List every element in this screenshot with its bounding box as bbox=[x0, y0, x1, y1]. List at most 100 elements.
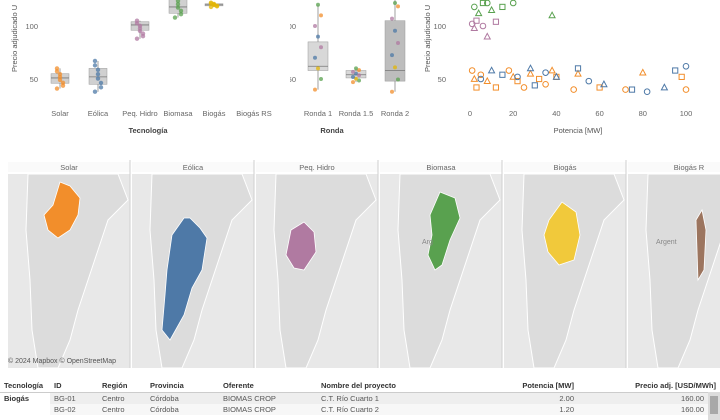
argentina-landmass bbox=[521, 173, 625, 369]
chart2-ytick-50: 50 bbox=[290, 75, 296, 84]
map-place-label: Argent bbox=[656, 239, 677, 246]
chart3-point-triangle bbox=[526, 64, 535, 72]
chart3-point-square bbox=[514, 78, 521, 85]
map-panel: Biogás R bbox=[628, 162, 720, 369]
col-proyecto[interactable]: Nombre del proyecto bbox=[317, 378, 475, 393]
chart1-point bbox=[54, 69, 60, 74]
chart2-point bbox=[313, 87, 317, 92]
chart3-point-circle bbox=[542, 69, 549, 76]
chart2-point bbox=[351, 69, 355, 74]
chart3-point-triangle bbox=[474, 9, 483, 17]
chart1-point bbox=[140, 33, 146, 39]
chart3-point-triangle bbox=[552, 72, 561, 80]
chart3-point-triangle bbox=[548, 11, 556, 19]
chart2-box bbox=[307, 41, 329, 71]
chart2-ytick-100: 100 bbox=[290, 22, 296, 31]
col-oferente[interactable]: Oferente bbox=[219, 378, 317, 393]
chart3-point-circle bbox=[509, 0, 517, 7]
cell-provincia: Córdoba bbox=[146, 392, 219, 404]
col-potencia[interactable]: Potencia [MW] bbox=[475, 378, 578, 393]
map-credit: © 2024 Mapbox © OpenStreetMap bbox=[8, 358, 116, 365]
chart3-xtick: 20 bbox=[509, 109, 517, 118]
map-panel-header bbox=[504, 162, 626, 172]
table-row[interactable]: BG-02 Centro Córdoba BIOMAS CROP C.T. Rí… bbox=[0, 404, 720, 415]
col-tecnologia[interactable]: Tecnología bbox=[0, 378, 50, 393]
chart1-category-label: Biogás RS bbox=[236, 109, 271, 118]
chart2-point bbox=[351, 75, 355, 80]
chart2-point bbox=[319, 45, 323, 50]
map-panel-title: Biomasa bbox=[426, 163, 456, 172]
chart2-point bbox=[313, 55, 317, 60]
chart3-point-square bbox=[499, 71, 506, 78]
chart3-point-circle bbox=[682, 86, 690, 93]
chart3-point-square bbox=[531, 82, 538, 89]
chart3-point-triangle bbox=[483, 32, 492, 40]
chart2-point bbox=[393, 65, 397, 70]
chart3-xtick: 60 bbox=[595, 109, 603, 118]
chart3-point-triangle bbox=[483, 76, 492, 85]
price-by-technology-chart: Precio adjudicado U 100 50 Solar Eólica Pe… bbox=[10, 0, 272, 135]
chart2-point bbox=[357, 73, 361, 78]
chart3-point-circle bbox=[585, 77, 593, 85]
chart1-point bbox=[134, 36, 140, 41]
col-id[interactable]: ID bbox=[50, 378, 98, 393]
chart3-point-square bbox=[536, 75, 543, 83]
cell-oferente: BIOMAS CROP bbox=[219, 392, 317, 404]
chart2-category-label: Ronda 1.5 bbox=[339, 109, 374, 118]
chart1-point bbox=[172, 15, 178, 20]
chart3-point-triangle bbox=[487, 5, 496, 13]
col-provincia[interactable]: Provincia bbox=[146, 378, 219, 393]
chart3-point-square bbox=[492, 18, 500, 25]
chart1-ytick-100: 100 bbox=[25, 22, 38, 31]
map-panel-title: Eólica bbox=[183, 163, 204, 172]
chart3-point-circle bbox=[505, 67, 513, 74]
chart3-point-triangle bbox=[470, 23, 479, 32]
chart3-point-circle bbox=[471, 3, 478, 11]
chart2-point bbox=[351, 80, 355, 85]
chart3-ytick-100: 100 bbox=[433, 22, 446, 31]
projects-table: Tecnología ID Región Provincia Oferente … bbox=[0, 378, 720, 415]
chart3-point-circle bbox=[468, 67, 476, 74]
region-highlight bbox=[161, 217, 208, 341]
chart2-box bbox=[384, 20, 406, 82]
chart2-point bbox=[319, 77, 323, 81]
table-header-row: Tecnología ID Región Provincia Oferente … bbox=[0, 378, 720, 393]
cell-potencia: 2.00 bbox=[475, 392, 578, 404]
chart2-point bbox=[393, 28, 397, 33]
chart1-point bbox=[98, 85, 104, 90]
scrollbar-thumb[interactable] bbox=[710, 396, 718, 414]
map-place-label: Arg bbox=[422, 239, 433, 246]
chart3-point-square bbox=[672, 67, 679, 74]
chart2-point bbox=[357, 68, 361, 73]
map-panel: Solar bbox=[8, 160, 131, 369]
chart1-point bbox=[98, 80, 104, 86]
chart3-point-square bbox=[596, 84, 603, 91]
chart3-point-triangle bbox=[526, 69, 535, 77]
chart1-point bbox=[54, 86, 60, 91]
cell-proyecto: C.T. Río Cuarto 1 bbox=[317, 392, 475, 404]
table-scrollbar[interactable] bbox=[708, 392, 720, 420]
chart3-point-circle bbox=[514, 73, 521, 81]
chart3-point-circle bbox=[520, 84, 528, 91]
col-region[interactable]: Región bbox=[98, 378, 146, 393]
map-panel-title: Biogás bbox=[554, 163, 577, 172]
chart2-category-label: Ronda 2 bbox=[381, 109, 409, 118]
chart1-point bbox=[175, 1, 181, 7]
region-highlight bbox=[543, 201, 581, 266]
chart1-category-label: Biomasa bbox=[163, 109, 193, 118]
cell-precio: 160.00 bbox=[578, 404, 720, 415]
chart3-point-circle bbox=[477, 71, 485, 79]
map-panel: Biogás bbox=[504, 160, 627, 369]
chart2-point bbox=[390, 16, 394, 21]
chart1-point bbox=[178, 8, 184, 14]
col-precio[interactable]: Precio adj. [USD/MWh] bbox=[578, 378, 720, 393]
cell-region: Centro bbox=[98, 404, 146, 415]
chart2-point bbox=[354, 71, 358, 76]
chart2-point bbox=[390, 89, 394, 94]
cell-provincia: Córdoba bbox=[146, 404, 219, 415]
map-panel-title: Solar bbox=[60, 163, 78, 172]
chart2-point bbox=[319, 13, 323, 18]
table-row[interactable]: Biogás BG-01 Centro Córdoba BIOMAS CROP … bbox=[0, 392, 720, 404]
chart1-point bbox=[95, 71, 101, 77]
map-panels: Solar Eólica Peq. Hidro Biomasa Biogás Biogás… bbox=[0, 160, 720, 378]
